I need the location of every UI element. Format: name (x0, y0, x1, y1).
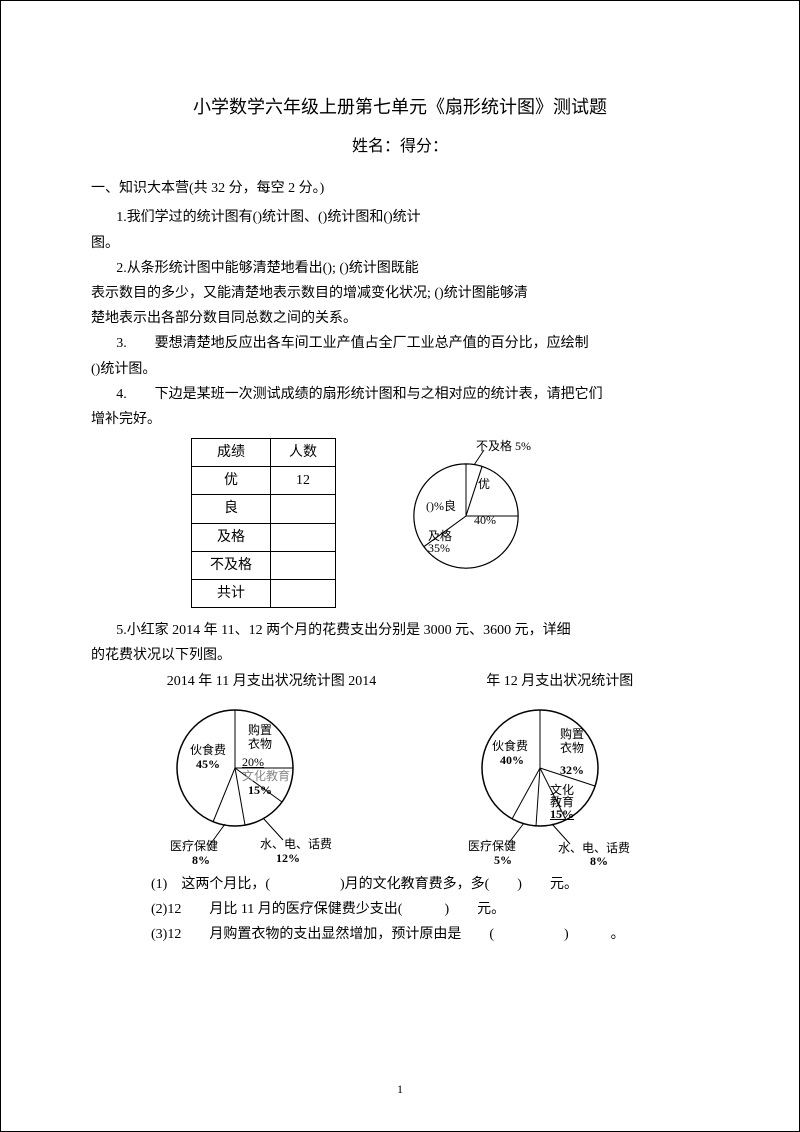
dec-edu-pct: 15% (550, 804, 574, 826)
dec-title: 年 12 月支出状况统计图 (486, 669, 633, 694)
dec-food-pct: 40% (500, 750, 524, 772)
table-row: 共计 (192, 580, 336, 608)
pie-svg (376, 438, 546, 578)
q2-line-b: 表示数目的多少，又能清楚地表示数目的增减变化状况; ()统计图能够清 (91, 281, 709, 306)
table-row: 优12 (192, 467, 336, 495)
q5-intro: 5.小红家 2014 年 11、12 两个月的花费支出分别是 3000 元、36… (91, 618, 709, 643)
sub-q1: (1) 这两个月比，( )月的文化教育费多，多( ) 元。 (151, 872, 709, 897)
nov-pie-chart: 伙食费 45% 购置 衣物 20% 文化教育 15% 医疗保健 8% 水、电、话… (120, 698, 370, 868)
grades-pie-chart: 不及格 5% 优 ()%良 40% 及格 35% (376, 438, 546, 578)
col-count: 人数 (271, 439, 336, 467)
grades-table: 成绩 人数 优12 良 及格 不及格 共计 (191, 438, 336, 608)
dec-util-pct: 8% (590, 851, 608, 873)
good-pct: 40% (474, 510, 496, 532)
exam-title: 小学数学六年级上册第七单元《扇形统计图》测试题 (91, 91, 709, 123)
chart-titles: 2014 年 11 月支出状况统计图 2014 年 12 月支出状况统计图 (91, 669, 709, 694)
sub-q2: (2)12 月比 11 月的医疗保健费少支出( ) 元。 (151, 897, 709, 922)
q1-line-a: 1.我们学过的统计图有()统计图、()统计图和()统计 (91, 205, 709, 230)
table-row: 良 (192, 495, 336, 523)
q2-line-c: 楚地表示出各部分数目同总数之间的关系。 (91, 306, 709, 331)
nov-food-pct: 45% (196, 754, 220, 776)
dec-pie-svg (430, 698, 680, 853)
sub-q3: (3)12 月购置衣物的支出显然增加，预计原由是 ( ) 。 (151, 922, 709, 947)
q4-line-b: 增补完好。 (91, 407, 709, 432)
page-number: 1 (1, 1079, 799, 1101)
col-grade: 成绩 (192, 439, 271, 467)
section-1-heading: 一、知识大本营(共 32 分，每空 2 分。) (91, 176, 709, 201)
q1-line-b: 图。 (91, 231, 709, 256)
pass-pct: 35% (428, 538, 450, 560)
table-row: 不及格 (192, 551, 336, 579)
q5-charts-row: 伙食费 45% 购置 衣物 20% 文化教育 15% 医疗保健 8% 水、电、话… (91, 698, 709, 868)
q4-content-row: 成绩 人数 优12 良 及格 不及格 共计 (191, 438, 709, 608)
nov-title: 2014 年 11 月支出状况统计图 2014 (167, 669, 376, 694)
excellent-label: 优 (478, 474, 490, 496)
dec-med-pct: 5% (494, 850, 512, 872)
table-row: 及格 (192, 523, 336, 551)
dec-cloth2: 衣物 (560, 738, 584, 760)
q4-line-a: 4. 下边是某班一次测试成绩的扇形统计图和与之相对应的统计表，请把它们 (91, 382, 709, 407)
name-score-line: 姓名：得分： (91, 133, 709, 162)
q5-intro2: 的花费状况以下列图。 (91, 643, 709, 668)
q2-line-a: 2.从条形统计图中能够清楚地看出(); ()统计图既能 (91, 256, 709, 281)
q3-line-b: ()统计图。 (91, 357, 709, 382)
excellent-pct: ()%良 (426, 496, 456, 518)
fail-label: 不及格 5% (476, 436, 531, 458)
table-row: 成绩 人数 (192, 439, 336, 467)
q3-line-a: 3. 要想清楚地反应出各车间工业产值占全厂工业总产值的百分比，应绘制 (91, 331, 709, 356)
dec-pie-chart: 伙食费 40% 购置 衣物 32% 文化 教育 15% 医疗保健 5% 水、电、… (430, 698, 680, 868)
exam-page: 小学数学六年级上册第七单元《扇形统计图》测试题 姓名：得分： 一、知识大本营(共… (0, 0, 800, 1132)
dec-cloth-pct: 32% (560, 760, 584, 782)
nov-util-pct: 12% (276, 848, 300, 870)
nov-edu-pct: 15% (248, 780, 272, 802)
nov-med-pct: 8% (192, 850, 210, 872)
